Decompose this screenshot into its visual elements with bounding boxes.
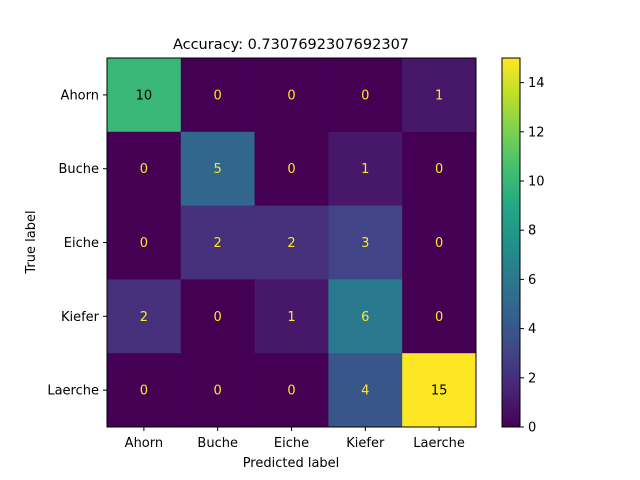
cell-value-label: 0 bbox=[214, 310, 222, 325]
cell-value-label: 0 bbox=[140, 236, 148, 251]
cell-value-label: 15 bbox=[431, 384, 448, 399]
colorbar-ticks: 0 2 4 6 8 10 12 14 bbox=[520, 76, 545, 436]
heatmap-cell bbox=[328, 353, 403, 428]
cell-value-label: 2 bbox=[140, 310, 148, 325]
y-tick-label: Laerche bbox=[47, 384, 99, 399]
cell-value-label: 0 bbox=[435, 162, 443, 177]
y-tick-label: Ahorn bbox=[61, 88, 99, 103]
heatmap-cell-labels: 10 0 0 0 10 5 0 1 00 2 2 3 02 0 1 6 00 0 0 4 15 bbox=[136, 88, 448, 398]
heatmap-cell bbox=[402, 279, 477, 354]
colorbar-tick-label: 14 bbox=[528, 76, 545, 91]
heatmap-cell bbox=[254, 279, 329, 354]
colorbar-tick-label: 4 bbox=[528, 322, 536, 337]
cell-value-label: 1 bbox=[361, 162, 369, 177]
heatmap-cell bbox=[107, 353, 182, 428]
x-tick-label: Kiefer bbox=[346, 436, 385, 451]
cell-value-label: 0 bbox=[287, 384, 295, 399]
y-tick-label: Buche bbox=[58, 162, 99, 177]
cell-value-label: 2 bbox=[287, 236, 295, 251]
x-tick-label: Buche bbox=[197, 436, 238, 451]
cell-value-label: 0 bbox=[287, 162, 295, 177]
heatmap-cell bbox=[328, 205, 403, 280]
cell-value-label: 6 bbox=[361, 310, 369, 325]
heatmap-cell bbox=[107, 131, 182, 207]
colorbar-tick-label: 0 bbox=[528, 421, 536, 436]
heatmap-cell bbox=[180, 58, 256, 133]
cell-value-label: 1 bbox=[435, 88, 443, 103]
heatmap-cell bbox=[107, 279, 182, 354]
heatmap-cell bbox=[402, 131, 477, 207]
x-tick-label: Eiche bbox=[274, 436, 309, 451]
heatmap-cell bbox=[402, 58, 477, 133]
chart-title: Accuracy: 0.7307692307692307 bbox=[173, 37, 409, 53]
heatmap-cell bbox=[107, 205, 182, 280]
colorbar bbox=[501, 57, 521, 428]
y-tick-label: Kiefer bbox=[61, 310, 100, 325]
heatmap-cell bbox=[254, 353, 329, 428]
heatmap-cell bbox=[254, 131, 329, 207]
cell-value-label: 0 bbox=[140, 384, 148, 399]
heatmap-cell bbox=[180, 279, 256, 354]
heatmap-cell bbox=[328, 131, 403, 207]
heatmap-cell bbox=[180, 205, 256, 280]
y-tick-label: Eiche bbox=[64, 236, 99, 251]
cell-value-label: 4 bbox=[361, 384, 369, 399]
cell-value-label: 5 bbox=[214, 162, 222, 177]
heatmap-cell bbox=[402, 205, 477, 280]
cell-value-label: 0 bbox=[435, 236, 443, 251]
heatmap-cell bbox=[180, 131, 256, 207]
x-axis-ticks: Ahorn Buche Eiche Kiefer Laerche bbox=[125, 427, 465, 451]
x-tick-label: Ahorn bbox=[125, 436, 163, 451]
cell-value-label: 3 bbox=[361, 236, 369, 251]
x-tick-label: Laerche bbox=[413, 436, 465, 451]
heatmap-cell bbox=[328, 279, 403, 354]
cell-value-label: 0 bbox=[287, 88, 295, 103]
heatmap-cell bbox=[254, 205, 329, 280]
cell-value-label: 0 bbox=[140, 162, 148, 177]
colorbar-tick-label: 10 bbox=[528, 175, 545, 190]
heatmap-cell bbox=[180, 353, 256, 428]
cell-value-label: 0 bbox=[435, 310, 443, 325]
colorbar-tick-label: 8 bbox=[528, 224, 536, 239]
colorbar-tick-label: 12 bbox=[528, 125, 545, 140]
cell-value-label: 1 bbox=[287, 310, 295, 325]
heatmap-cell bbox=[328, 58, 403, 133]
cell-value-label: 10 bbox=[136, 88, 153, 103]
colorbar-tick-label: 6 bbox=[528, 273, 536, 288]
cell-value-label: 0 bbox=[214, 384, 222, 399]
cell-value-label: 0 bbox=[361, 88, 369, 103]
colorbar-tick-label: 2 bbox=[528, 371, 536, 386]
cell-value-label: 0 bbox=[214, 88, 222, 103]
y-axis-label: True label bbox=[24, 210, 39, 274]
heatmap-cell bbox=[254, 58, 329, 133]
cell-value-label: 2 bbox=[214, 236, 222, 251]
heatmap-cell bbox=[107, 58, 182, 133]
y-axis-ticks: Ahorn Buche Eiche Kiefer Laerche bbox=[47, 88, 107, 399]
heatmap-cells bbox=[107, 58, 477, 428]
heatmap-cell bbox=[402, 353, 477, 428]
x-axis-label: Predicted label bbox=[243, 456, 340, 471]
